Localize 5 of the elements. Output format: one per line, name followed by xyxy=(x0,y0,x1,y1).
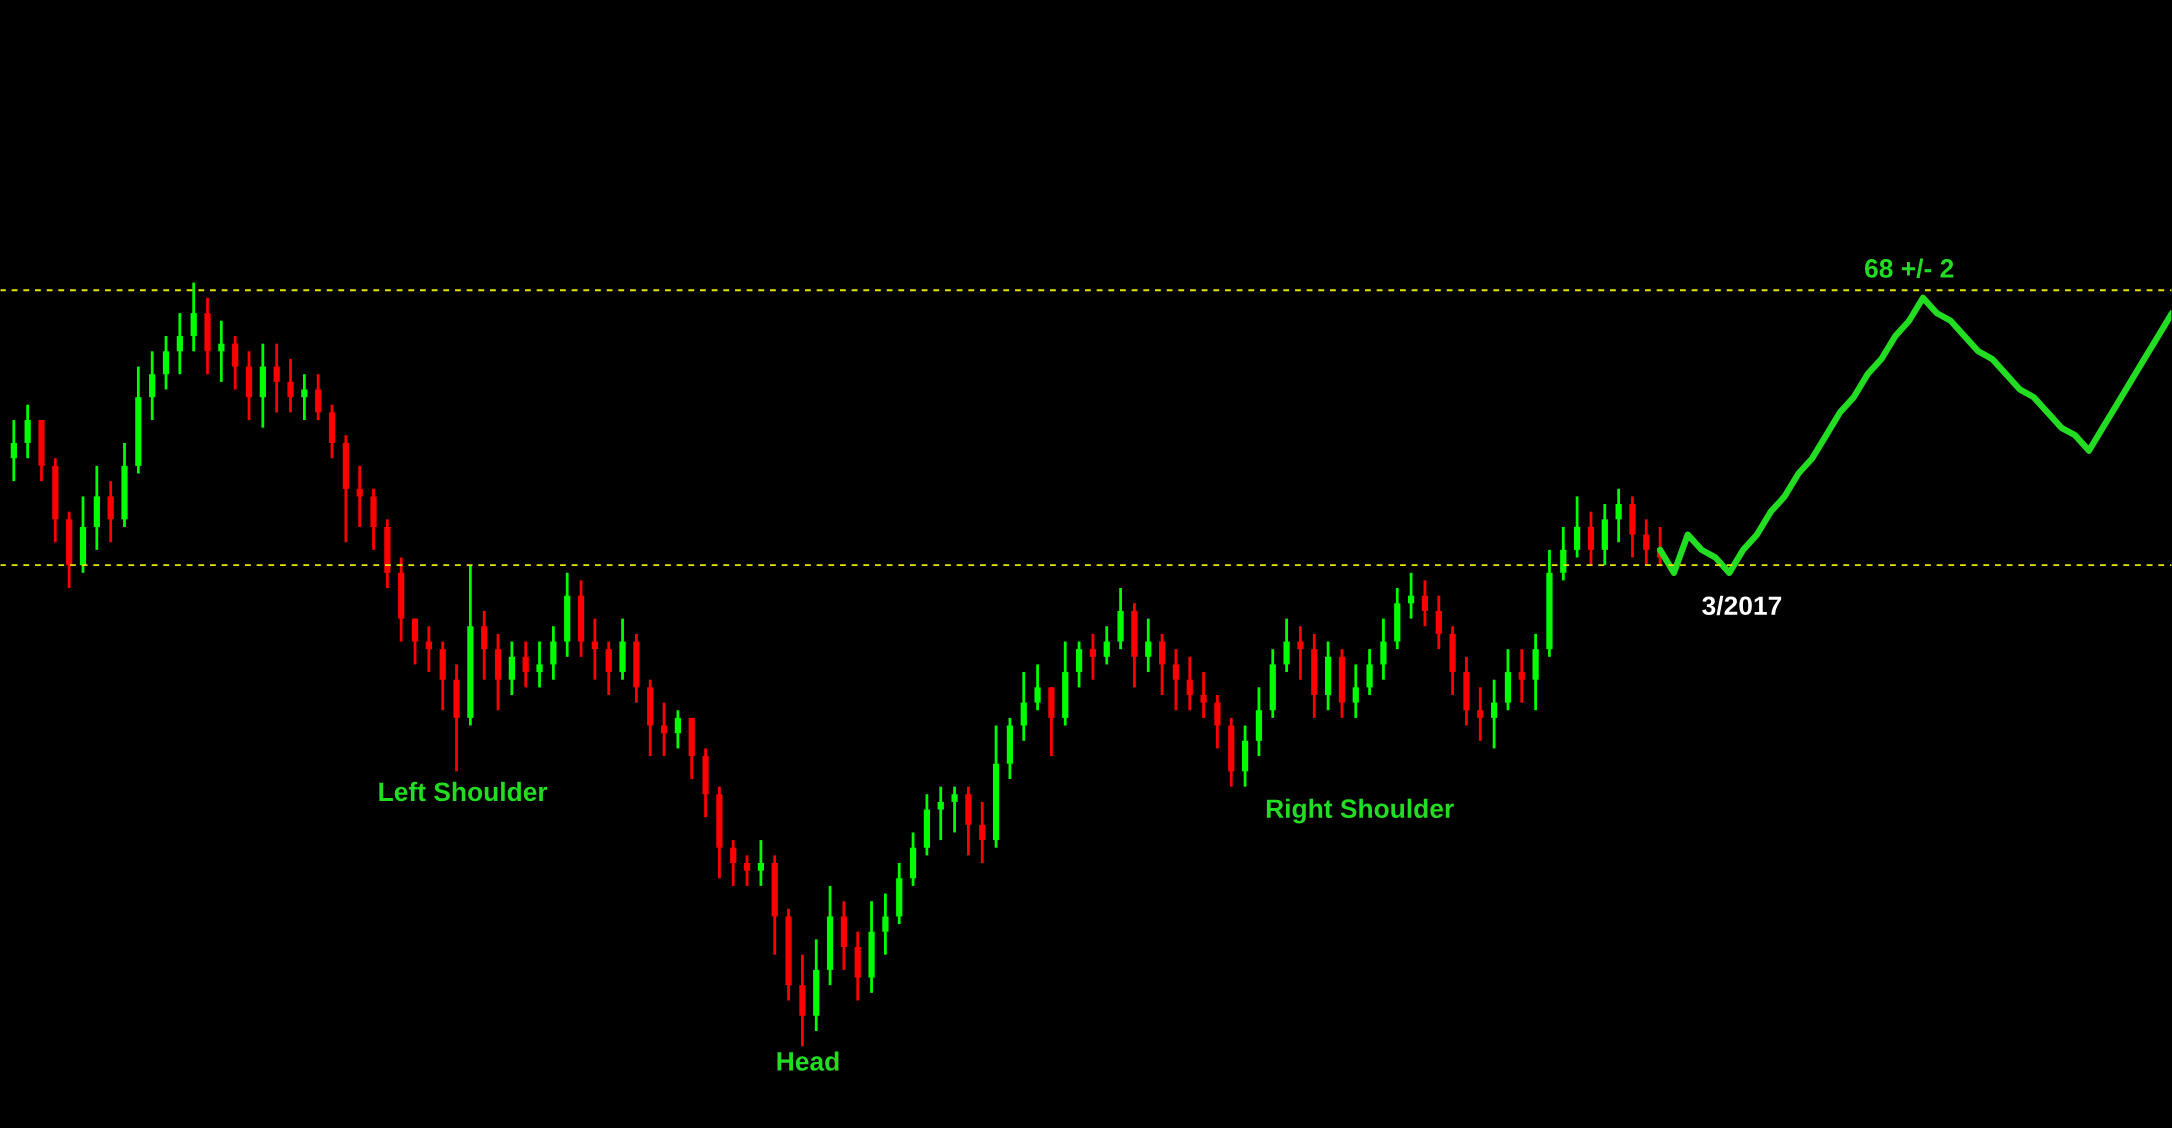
text: Head xyxy=(777,1051,839,1071)
text: 68 +/- 2 xyxy=(1865,258,1954,279)
annotation: 3/2017 xyxy=(1702,595,1782,616)
annotation: Left Shoulder xyxy=(379,781,548,802)
annotation: Right Shoulder xyxy=(1266,798,1454,824)
